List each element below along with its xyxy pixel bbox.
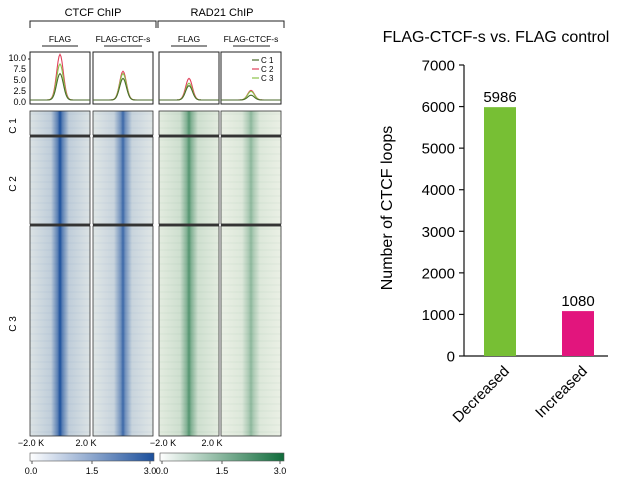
y-tick-label: 1000 xyxy=(422,307,455,324)
profile-ytick: 7.5 xyxy=(13,64,26,74)
group-header-ctcf: CTCF ChIP xyxy=(65,7,122,19)
x-tick-right: 2.0 K xyxy=(201,438,222,448)
legend-label-c1: C 1 xyxy=(261,56,274,65)
colorbar-tick: 1.5 xyxy=(86,466,99,476)
profile-line-c1 xyxy=(221,94,281,101)
profile-line-c3 xyxy=(30,62,90,101)
y-tick-label: 2000 xyxy=(422,265,455,282)
heatmap-x-axis: −2.0 K 2.0 K −2.0 K 2.0 K xyxy=(18,438,223,448)
y-axis-label: Number of CTCF loops xyxy=(379,126,396,291)
x-category-label: Decreased xyxy=(450,363,513,426)
x-axis-labels: Decreased Increased xyxy=(450,363,591,426)
profile-box xyxy=(29,51,91,105)
profile-plots xyxy=(28,51,282,105)
cluster-labels: C 1 C 2 C 3 xyxy=(8,118,19,332)
colorbar-ctcf-gradient xyxy=(29,452,155,462)
y-tick-label: 4000 xyxy=(422,182,455,199)
heatmap-cluster-3 xyxy=(221,226,281,436)
heatmap-cluster-3 xyxy=(159,226,219,436)
y-axis: 0 1000 2000 3000 4000 5000 6000 7000 xyxy=(422,58,608,366)
colorbar-tick: 0.0 xyxy=(25,466,38,476)
group-headers: CTCF ChIP RAD21 ChIP xyxy=(29,7,285,28)
bar-increased xyxy=(562,311,594,356)
heatmaps xyxy=(29,110,282,437)
profile-line-c3 xyxy=(93,72,153,101)
bar-value-label: 1080 xyxy=(561,293,594,310)
bar-value-label: 5986 xyxy=(483,89,516,106)
colorbar-tick: 1.5 xyxy=(216,466,229,476)
column-label-rad21-flag-ctcf-s: FLAG-CTCF-s xyxy=(224,34,279,44)
bars: 5986 1080 xyxy=(483,89,595,356)
y-tick-label: 0 xyxy=(447,349,455,366)
heatmap-cluster-1 xyxy=(93,111,153,135)
profile-line-c1 xyxy=(159,84,219,101)
profile-legend: C 1 C 2 C 3 xyxy=(252,56,274,83)
profile-line-c2 xyxy=(93,70,153,101)
colorbar-tick: 0.0 xyxy=(156,466,169,476)
colorbar-rad21: 0.0 1.5 3.0 xyxy=(156,452,287,476)
column-label-ctcf-flag-ctcf-s: FLAG-CTCF-s xyxy=(96,34,151,44)
profile-box xyxy=(220,51,282,105)
profile-y-axis: 10.0 7.5 5.0 2.5 0.0 xyxy=(8,53,26,107)
heatmap-cluster-1 xyxy=(159,111,219,135)
colorbar-rad21-gradient xyxy=(159,452,285,462)
colorbar-ctcf: 0.0 1.5 3.0 xyxy=(25,452,157,476)
profile-line-c1 xyxy=(93,77,153,101)
heatmap-panel: CTCF ChIP RAD21 ChIP FLAG FLAG-CTCF-s FL… xyxy=(8,7,286,476)
y-tick-label: 5000 xyxy=(422,141,455,158)
colorbar-tick: 3.0 xyxy=(274,466,287,476)
bar-chart: FLAG-CTCF-s vs. FLAG control Number of C… xyxy=(379,29,609,426)
cluster-label-c3: C 3 xyxy=(8,316,19,332)
x-category-label: Increased xyxy=(532,363,591,422)
heatmap-cluster-2 xyxy=(30,137,90,224)
heatmap-cluster-1 xyxy=(221,111,281,135)
profile-box xyxy=(92,51,154,105)
heatmap-cluster-2 xyxy=(159,137,219,224)
group-header-rad21: RAD21 ChIP xyxy=(191,7,254,19)
group-bracket-rad21 xyxy=(157,20,285,28)
profile-box xyxy=(158,51,220,105)
heatmap-cluster-2 xyxy=(221,137,281,224)
profile-line-c2 xyxy=(30,53,90,101)
profile-ytick: 0.0 xyxy=(13,97,26,107)
profile-ytick: 2.5 xyxy=(13,86,26,96)
x-tick-right: 2.0 K xyxy=(75,438,96,448)
y-tick-label: 7000 xyxy=(422,58,455,75)
profile-line-c1 xyxy=(30,72,90,101)
heatmap-cluster-3 xyxy=(93,226,153,436)
profile-ytick: 10.0 xyxy=(8,53,26,63)
y-tick-label: 3000 xyxy=(422,224,455,241)
heatmap-cluster-3 xyxy=(30,226,90,436)
bar-decreased xyxy=(484,107,516,356)
group-bracket-ctcf xyxy=(29,20,157,28)
column-labels: FLAG FLAG-CTCF-s FLAG FLAG-CTCF-s xyxy=(42,34,279,47)
profile-ytick: 5.0 xyxy=(13,75,26,85)
profile-line-c2 xyxy=(159,77,219,101)
column-label-rad21-flag: FLAG xyxy=(178,34,200,44)
x-tick-left: −2.0 K xyxy=(150,438,176,448)
legend-label-c3: C 3 xyxy=(261,74,274,83)
cluster-label-c1: C 1 xyxy=(8,118,19,134)
cluster-label-c2: C 2 xyxy=(8,176,19,192)
column-label-ctcf-flag: FLAG xyxy=(49,34,71,44)
x-tick-left: −2.0 K xyxy=(18,438,44,448)
colorbar-tick: 3.0 xyxy=(144,466,157,476)
legend-label-c2: C 2 xyxy=(261,65,274,74)
chart-title: FLAG-CTCF-s vs. FLAG control xyxy=(383,29,610,46)
heatmap-cluster-1 xyxy=(30,111,90,135)
y-tick-label: 6000 xyxy=(422,99,455,116)
heatmap-cluster-2 xyxy=(93,137,153,224)
